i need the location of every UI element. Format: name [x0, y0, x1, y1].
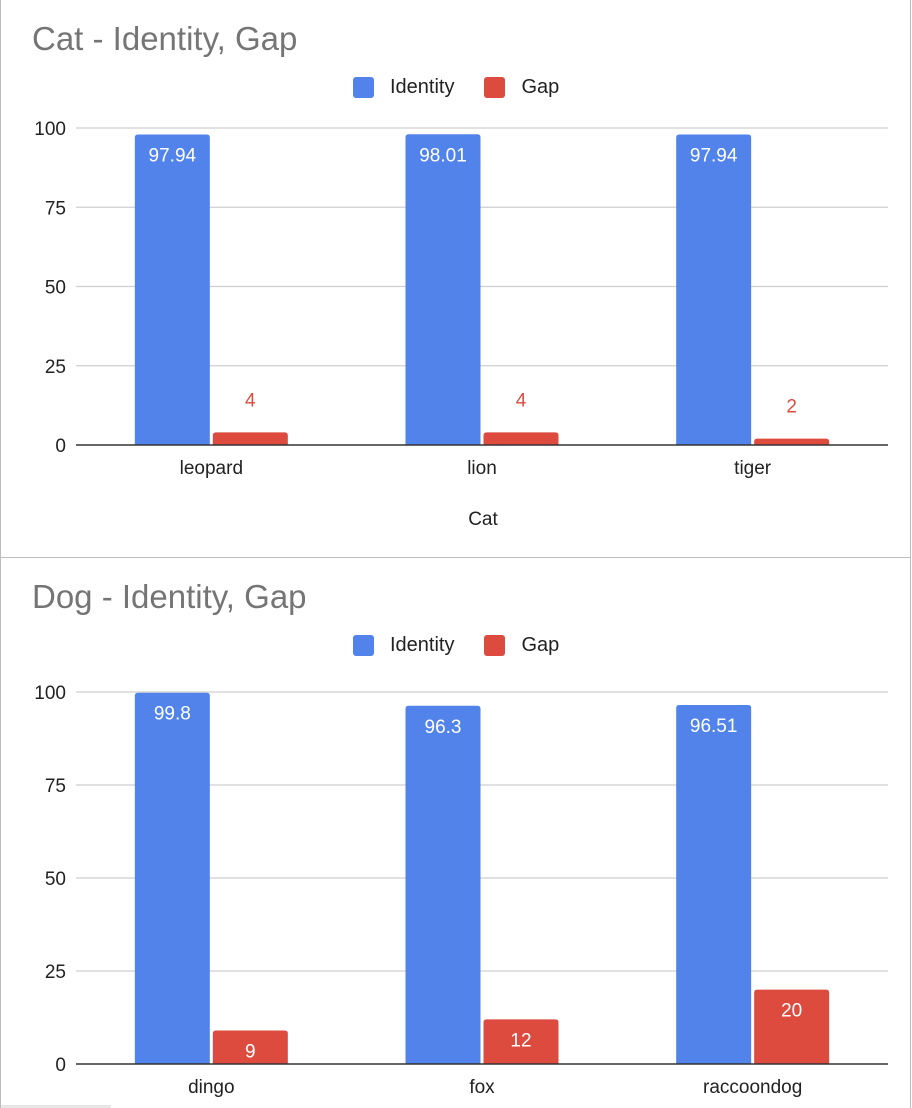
chart-plot-area: 100 75 50 25 0 97.94 4 leopard 98.01 4 lion 97.94 2 t…: [34, 119, 888, 530]
bar-identity-leopard[interactable]: [134, 134, 210, 445]
y-tick-label: 75: [45, 198, 66, 219]
bar-gap-raccoondog[interactable]: [754, 989, 830, 1064]
legend-item-identity[interactable]: Identity: [353, 634, 454, 657]
bar-identity-tiger[interactable]: [676, 134, 752, 445]
data-label: 99.8: [154, 704, 191, 725]
legend-swatch-gap: [484, 634, 506, 656]
legend-item-identity[interactable]: Identity: [353, 76, 454, 99]
chart-plot-area: 100 75 50 25 0 99.8 9 dingo 96.3 12 fox 96.51 20 racc…: [34, 683, 888, 1098]
legend-label-gap: Gap: [521, 633, 560, 656]
data-label: 20: [781, 1001, 802, 1022]
x-tick-label: fox: [469, 1077, 495, 1098]
x-tick-label: tiger: [734, 458, 772, 479]
bar-identity-raccoondog[interactable]: [676, 704, 752, 1064]
y-tick-label: 0: [55, 1055, 66, 1076]
y-tick-label: 100: [34, 119, 66, 140]
y-tick-label: 50: [45, 869, 66, 890]
legend-item-gap[interactable]: Gap: [484, 634, 559, 657]
x-tick-label: leopard: [180, 458, 243, 479]
bar-gap-lion[interactable]: [483, 432, 559, 445]
bar-gap-dingo[interactable]: [212, 1030, 288, 1064]
bar-identity-lion[interactable]: [405, 134, 481, 446]
data-label: 4: [516, 390, 527, 411]
x-axis-title: Cat: [468, 509, 498, 530]
legend-swatch-identity: [353, 634, 374, 656]
y-tick-label: 25: [45, 357, 66, 378]
data-label: 2: [786, 397, 797, 418]
legend-label-identity: Identity: [390, 75, 455, 98]
bar-identity-fox[interactable]: [405, 705, 481, 1064]
chart-title: Dog - Identity, Gap: [32, 578, 307, 615]
chart-panel-cat[interactable]: Cat - Identity, Gap Identity Gap 100 75 50…: [0, 0, 911, 558]
data-label: 96.3: [425, 717, 462, 738]
legend-swatch-identity: [353, 76, 374, 98]
chart-legend: Identity Gap: [353, 76, 589, 98]
sheet-scroll-tab: [1, 1105, 111, 1108]
chart-panel-dog[interactable]: Dog - Identity, Gap Identity Gap 100 75 50…: [0, 558, 911, 1108]
y-tick-label: 100: [34, 683, 66, 704]
legend-item-gap[interactable]: Gap: [484, 76, 559, 99]
x-tick-label: dingo: [188, 1077, 235, 1098]
bar-gap-leopard[interactable]: [212, 432, 288, 445]
y-tick-label: 50: [45, 278, 66, 299]
y-tick-label: 25: [45, 962, 66, 983]
data-label: 4: [245, 390, 256, 411]
chart-legend: Identity Gap: [353, 634, 589, 656]
data-label: 97.94: [690, 146, 738, 167]
x-tick-label: raccoondog: [703, 1077, 802, 1098]
data-label: 97.94: [149, 146, 197, 167]
data-label: 9: [245, 1042, 256, 1063]
data-label: 98.01: [419, 145, 467, 166]
data-label: 96.51: [690, 716, 738, 737]
bar-identity-dingo[interactable]: [134, 692, 210, 1064]
y-tick-label: 0: [55, 436, 66, 457]
legend-label-identity: Identity: [390, 633, 455, 656]
chart-title: Cat - Identity, Gap: [32, 20, 298, 57]
y-tick-label: 75: [45, 776, 66, 797]
bar-gap-fox[interactable]: [483, 1019, 559, 1064]
legend-label-gap: Gap: [521, 75, 560, 98]
bar-gap-tiger[interactable]: [754, 438, 830, 445]
legend-swatch-gap: [484, 76, 506, 98]
x-tick-label: lion: [467, 458, 497, 479]
data-label: 12: [510, 1030, 531, 1051]
